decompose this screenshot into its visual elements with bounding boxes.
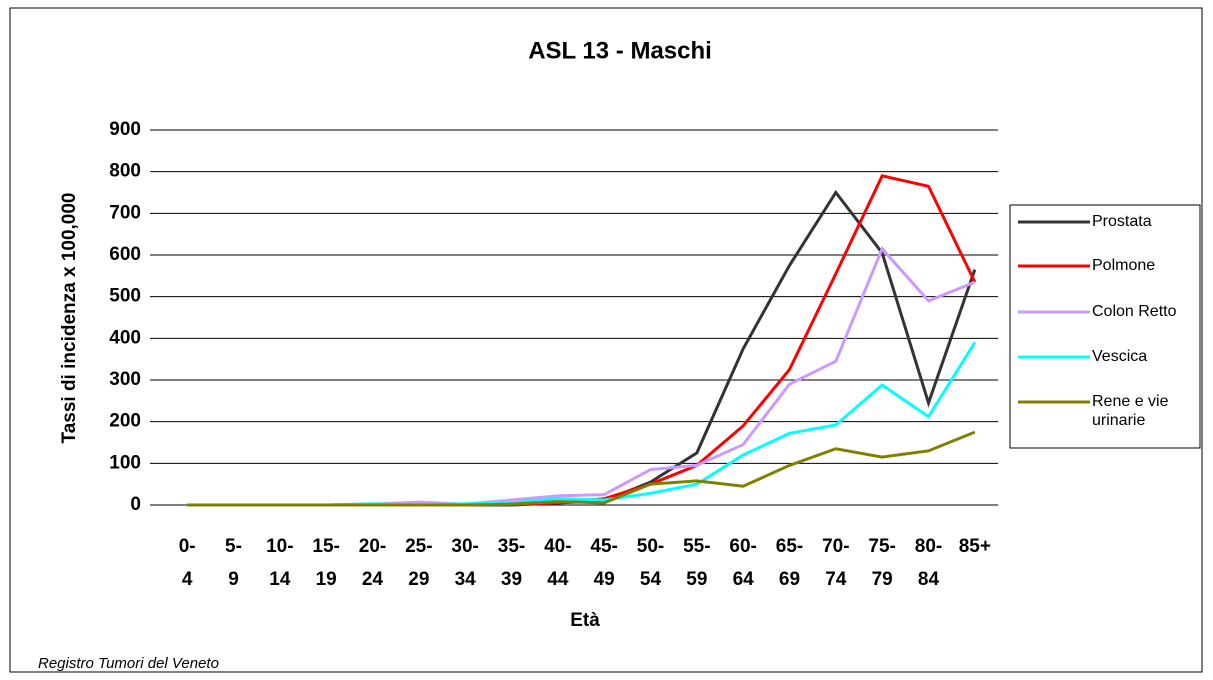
series-line [187,430,976,507]
chart-title: ASL 13 - Maschi [528,37,712,64]
y-tick-label: 0 [130,494,141,515]
legend-label: Rene e vie urinarie [1092,393,1169,429]
x-tick-label: 70-74 [822,536,849,590]
chart-border [9,7,1203,673]
legend-label: Prostata [1092,213,1152,230]
legend-label: Colon Retto [1092,303,1177,320]
y-tick-label: 100 [109,452,141,473]
x-tick-label: 35-39 [498,536,525,590]
x-tick-label: 5-9 [225,536,242,590]
x-tick-label: 60-64 [729,536,756,590]
x-tick-label: 75-79 [868,536,895,590]
x-tick-label: 45-49 [590,536,617,590]
x-tick-label: 50-54 [637,536,664,590]
x-tick-label: 40-44 [544,536,571,590]
y-axis-title: Tassi di incidenza x 100,000 [59,193,80,444]
x-tick-label: 15-19 [312,536,339,590]
x-tick-label: 20-24 [359,536,386,590]
x-tick-label: 85+ [959,536,991,557]
x-tick-label: 10-14 [266,536,293,590]
x-tick-label: 55-59 [683,536,710,590]
x-axis-title: Età [570,610,600,631]
source-note: Registro Tumori del Veneto [38,655,219,672]
x-tick-label: 30-34 [451,536,478,590]
y-tick-label: 800 [109,161,141,182]
legend-box [1009,204,1201,449]
x-tick-label: 80-84 [915,536,942,590]
y-tick-label: 900 [109,119,141,140]
y-tick-label: 300 [109,369,141,390]
legend-label: Polmone [1092,257,1155,274]
x-tick-label: 65-69 [776,536,803,590]
y-tick-label: 200 [109,411,141,432]
y-tick-label: 700 [109,202,141,223]
x-tick-label: 0-4 [179,536,196,590]
y-tick-label: 600 [109,244,141,265]
legend-label: Vescica [1092,348,1147,365]
y-tick-label: 400 [109,327,141,348]
x-tick-label: 25-29 [405,536,432,590]
y-tick-label: 500 [109,286,141,307]
